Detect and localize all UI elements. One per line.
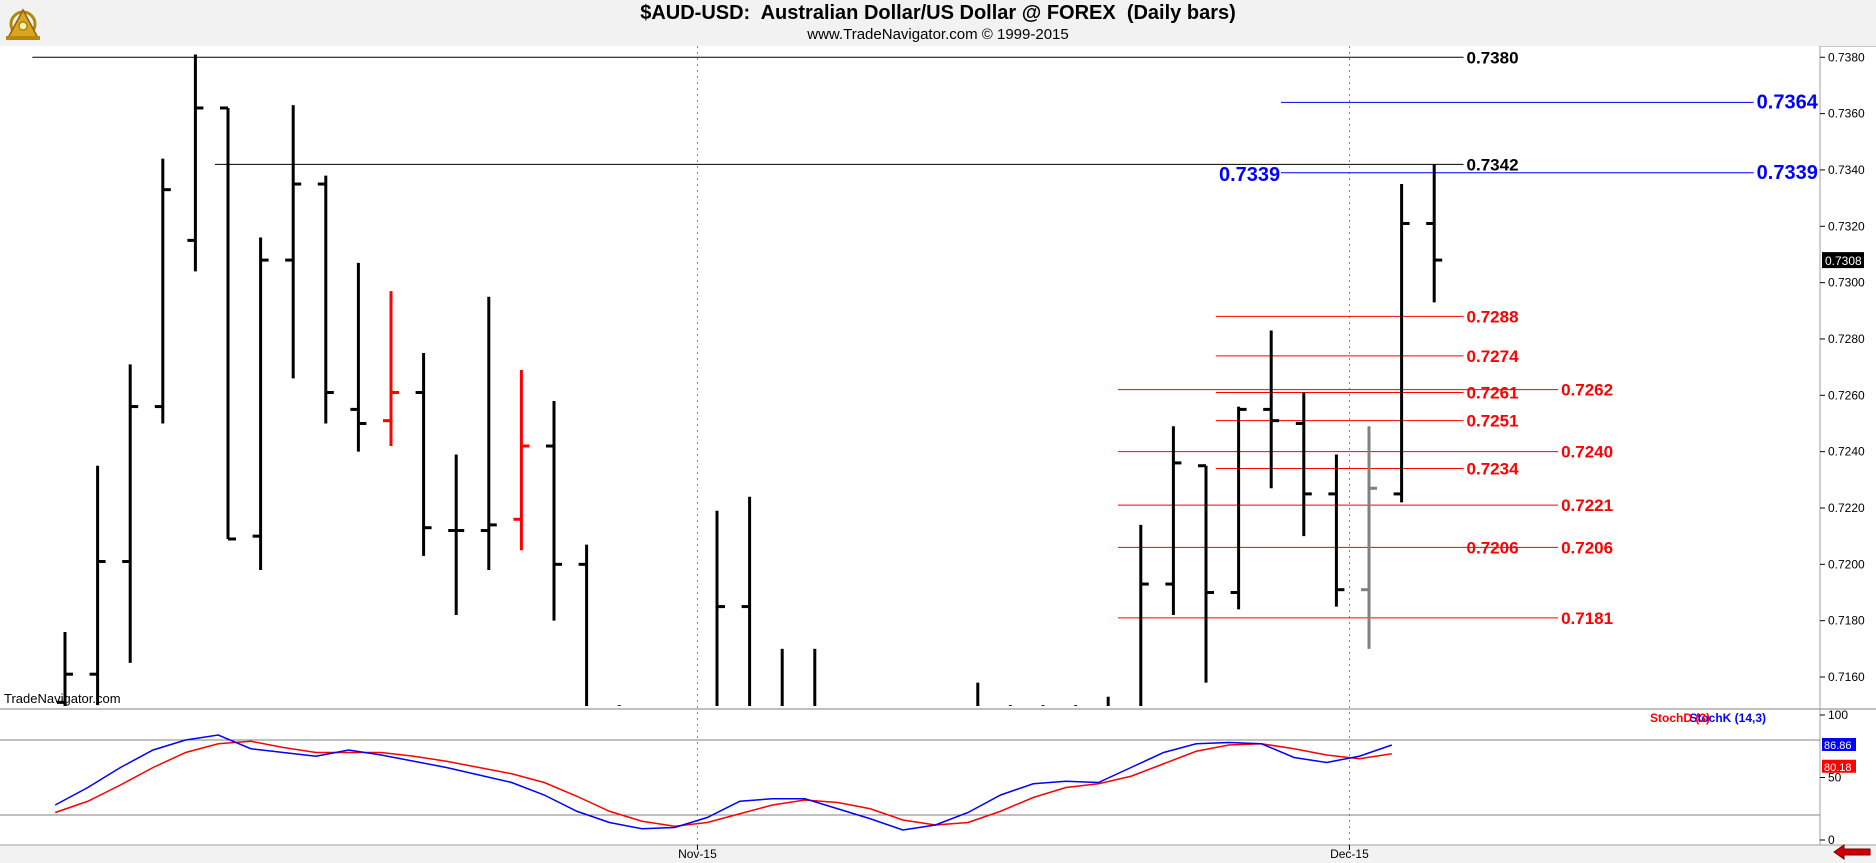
date-tick-label: Nov-15 [678,847,717,861]
price-tick-label: 0.7260 [1828,388,1865,402]
level-label: 0.7221 [1561,496,1613,515]
price-tick-label: 0.7200 [1828,557,1865,571]
date-axis: Nov-15 Dec-15 [678,845,1369,861]
level-label: 0.7181 [1561,609,1613,628]
price-tick-label: 0.7280 [1828,332,1865,346]
price-tick-label: 0.7380 [1828,50,1865,64]
chart-title: $AUD-USD: Australian Dollar/US Dollar @ … [640,2,1236,24]
price-axis[interactable]: 0.7160 0.7180 0.7200 0.7220 0.7240 0.7260 0.72… [1820,50,1865,684]
level-label: 0.7342 [1467,155,1519,174]
price-tick-label: 0.7240 [1828,445,1865,459]
level-label: 0.7234 [1467,460,1520,479]
chart-subtitle: www.TradeNavigator.com © 1999-2015 [807,26,1069,43]
price-levels: 0.7380 0.7364 0.7342 0.7339 0.7339 0.7288 0.72… [32,48,1819,628]
last-price-label: 0.7308 [1825,254,1862,268]
stochk-badge [1822,738,1856,751]
level-label: 0.7364 [1757,91,1819,113]
stoch-series-line [54,734,1393,831]
stoch-tick-label: 50 [1828,771,1842,785]
level-label: 0.7339 [1757,162,1818,184]
stochd-badge [1822,759,1856,773]
price-tick-label: 0.7340 [1828,163,1865,177]
level-label-left: 0.7339 [1219,164,1280,186]
stoch-tick-label: 100 [1828,708,1848,722]
price-tick-label: 0.7220 [1828,501,1865,515]
chart-header: $AUD-USD: Australian Dollar/US Dollar @ … [0,0,1876,47]
level-label: 0.7261 [1467,383,1519,402]
level-label: 0.7274 [1467,347,1520,366]
stochd-value: 80.18 [1824,762,1852,774]
level-label: 0.7240 [1561,443,1613,462]
price-tick-label: 0.7320 [1828,219,1865,233]
stochastic-panel: 100 50 0 StochK (14,3)StochD (3) 86.86 80.18 [0,708,1856,847]
price-tick-label: 0.7180 [1828,614,1865,628]
legend-stochk: StochK (14,3) [1689,711,1766,725]
price-panel [0,46,1876,863]
level-label: 0.7251 [1467,412,1519,431]
last-price-badge [1822,252,1864,269]
date-axis-band [0,845,1876,863]
stoch-tick-label: 0 [1828,833,1835,847]
level-label: 0.7288 [1467,307,1519,326]
stochk-value: 86.86 [1824,740,1852,752]
price-tick-label: 0.7300 [1828,276,1865,290]
sextant-logo-icon [6,8,40,40]
level-label-inner: 0.7206 [1467,538,1519,557]
ohlc-bars [57,54,1443,706]
watermark-label: TradeNavigator.com [4,691,121,706]
legend-stochd: StochD (3) [1650,711,1710,725]
price-plot-area [0,46,1820,708]
level-label: 0.7206 [1561,538,1613,557]
arrow-left-icon[interactable] [1832,844,1872,860]
price-tick-label: 0.7360 [1828,107,1865,121]
price-tick-label: 0.7160 [1828,670,1865,684]
level-label: 0.7262 [1561,381,1613,400]
level-label: 0.7380 [1467,48,1519,67]
date-tick-label: Dec-15 [1330,847,1369,861]
grid-lines [696,46,1350,845]
stoch-series-line [54,740,1392,828]
